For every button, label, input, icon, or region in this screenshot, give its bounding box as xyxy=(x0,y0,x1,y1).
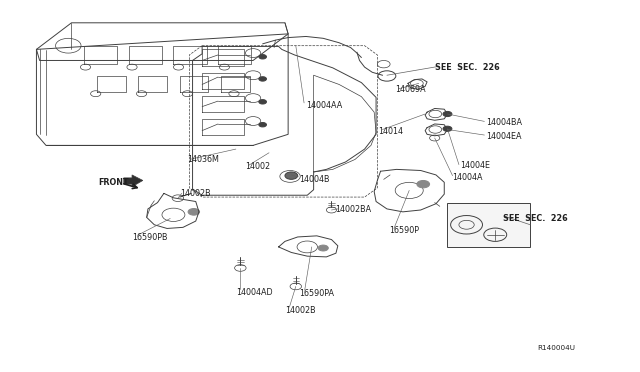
Text: 14002BA: 14002BA xyxy=(335,205,371,215)
Text: FRONT: FRONT xyxy=(99,178,129,187)
Circle shape xyxy=(259,55,266,59)
Circle shape xyxy=(259,77,266,81)
Text: 16590P: 16590P xyxy=(389,226,419,235)
Text: 14004B: 14004B xyxy=(300,175,330,184)
Bar xyxy=(447,203,531,247)
Text: 14002B: 14002B xyxy=(180,189,211,198)
Circle shape xyxy=(188,209,200,215)
Text: R140004U: R140004U xyxy=(537,345,575,351)
Text: 14004E: 14004E xyxy=(460,161,490,170)
Text: SEE  SEC.  226: SEE SEC. 226 xyxy=(503,214,568,222)
Circle shape xyxy=(285,172,298,179)
Text: 14069A: 14069A xyxy=(395,85,426,94)
Circle shape xyxy=(417,180,429,188)
Text: 14004EA: 14004EA xyxy=(486,132,521,141)
Text: 14002: 14002 xyxy=(246,162,271,171)
Text: 14004A: 14004A xyxy=(452,173,483,182)
Circle shape xyxy=(443,126,452,131)
Text: 14004BA: 14004BA xyxy=(486,118,522,127)
Circle shape xyxy=(259,122,266,127)
Text: 14002B: 14002B xyxy=(285,306,316,315)
Circle shape xyxy=(259,100,266,104)
Polygon shape xyxy=(124,175,143,187)
Circle shape xyxy=(443,112,452,116)
Text: SEE  SEC.  226: SEE SEC. 226 xyxy=(435,62,499,72)
Text: 16590PB: 16590PB xyxy=(132,233,168,242)
Text: 14036M: 14036M xyxy=(188,155,220,164)
Text: 14004AD: 14004AD xyxy=(236,288,273,297)
Text: 14004AA: 14004AA xyxy=(306,101,342,110)
Text: 14014: 14014 xyxy=(379,127,404,136)
Circle shape xyxy=(318,245,328,251)
Text: 16590PA: 16590PA xyxy=(300,289,335,298)
